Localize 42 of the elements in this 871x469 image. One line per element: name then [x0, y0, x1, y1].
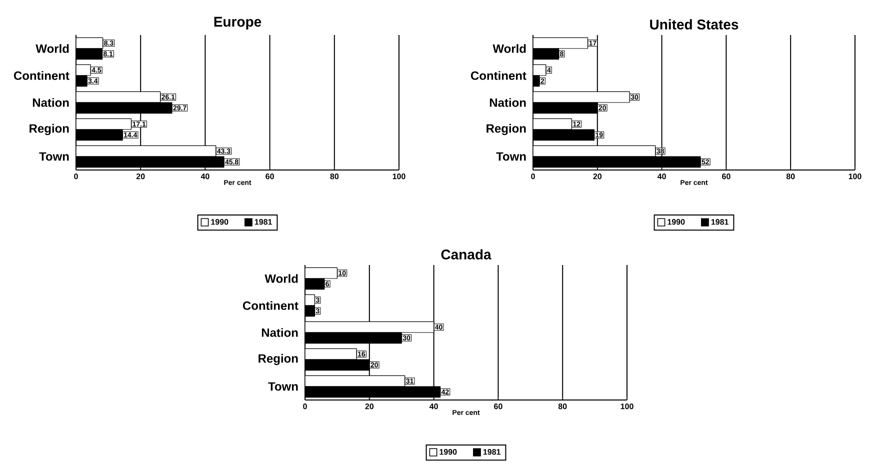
legend-label: 1981 — [483, 449, 500, 455]
y-tick-label: Continent — [470, 71, 526, 80]
y-tick-label: Town — [496, 152, 526, 161]
x-tick-label: 60 — [266, 174, 274, 180]
y-tick-label: World — [492, 44, 526, 53]
x-tick-label: 20 — [593, 174, 602, 180]
x-tick-label: 60 — [722, 174, 730, 180]
x-tick-label: 40 — [200, 174, 210, 180]
x-tick-label: 0 — [74, 174, 78, 180]
x-tick-label: 80 — [786, 174, 795, 180]
x-tick-label: 20 — [136, 174, 145, 180]
chart-title: Europe — [214, 16, 262, 30]
x-tick-label: 80 — [558, 404, 567, 410]
legend-label: 1990 — [440, 449, 457, 455]
y-tick-label: Region — [30, 124, 69, 136]
legend-label: 1990 — [668, 219, 685, 225]
y-tick-label: Region — [258, 354, 298, 366]
y-tick-label: Nation — [32, 98, 69, 107]
y-tick-label: World — [36, 44, 69, 53]
y-tick-label: World — [264, 274, 298, 283]
legend-label: 1981 — [711, 219, 728, 225]
y-tick-label: Nation — [262, 328, 298, 337]
x-tick-label: 20 — [365, 404, 374, 410]
x-tick-label: 60 — [494, 404, 502, 410]
y-tick-label: Nation — [490, 98, 526, 107]
x-tick-label: 80 — [330, 174, 339, 180]
legend-label: 1981 — [254, 219, 272, 225]
y-tick-label: Continent — [242, 301, 298, 310]
x-tick-label: 100 — [848, 174, 862, 180]
chart-title: Canada — [441, 249, 492, 260]
x-tick-label: 40 — [429, 404, 438, 410]
y-tick-label: Continent — [14, 71, 70, 80]
x-tick-label: 100 — [620, 404, 634, 410]
x-tick-label: 0 — [531, 174, 535, 180]
chart-title: United States — [650, 19, 738, 30]
y-tick-label: Region — [486, 124, 526, 136]
x-tick-label: 0 — [303, 404, 307, 410]
legend-label: 1990 — [211, 219, 228, 225]
x-tick-label: 100 — [392, 174, 406, 180]
y-tick-label: Town — [39, 152, 69, 161]
x-tick-label: 40 — [657, 174, 666, 180]
y-tick-label: Town — [268, 382, 298, 391]
